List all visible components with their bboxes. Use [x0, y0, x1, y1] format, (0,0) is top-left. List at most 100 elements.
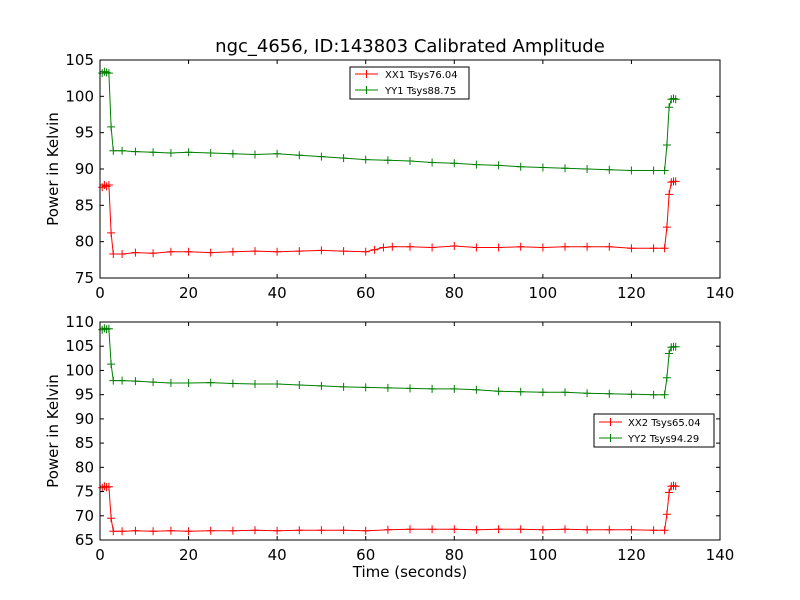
bottom-data-point — [494, 525, 503, 534]
top-data-point — [649, 166, 658, 175]
bottom-data-point — [228, 526, 237, 535]
bottom-data-point — [406, 525, 414, 534]
top-data-point — [406, 242, 414, 251]
bottom-x-tick-label: 40 — [268, 546, 287, 564]
top-data-point — [561, 164, 569, 173]
bottom-data-point — [383, 525, 392, 534]
top-data-point — [370, 245, 379, 254]
bottom-x-tick-label: 20 — [179, 546, 198, 564]
top-data-point — [379, 243, 388, 252]
top-data-point — [361, 247, 370, 256]
top-data-point — [339, 247, 348, 256]
top-x-tick-label: 100 — [529, 284, 558, 302]
top-data-point — [206, 149, 215, 157]
bottom-data-point — [627, 525, 636, 534]
top-data-point — [361, 155, 370, 164]
top-data-point — [339, 154, 348, 163]
top-data-point — [428, 158, 437, 167]
bottom-x-axis-label: Time (seconds) — [352, 563, 468, 581]
top-x-tick-label: 20 — [179, 284, 198, 302]
bottom-data-point — [662, 510, 671, 519]
top-x-tick-label: 40 — [268, 284, 287, 302]
bottom-data-point — [660, 526, 669, 535]
top-x-tick-label: 60 — [356, 284, 375, 302]
bottom-data-point — [104, 324, 113, 333]
bottom-data-point — [561, 388, 569, 397]
top-data-point — [605, 165, 614, 174]
bottom-data-point — [228, 379, 237, 388]
top-data-point — [251, 150, 259, 159]
top-data-point — [494, 243, 503, 252]
top-y-tick-label: 75 — [75, 269, 94, 287]
top-chart-title: ngc_4656, ID:143803 Calibrated Amplitude — [215, 36, 605, 57]
top-legend: XX1 Tsys76.04 YY1 Tsys88.75 — [349, 66, 470, 100]
top-data-point — [472, 243, 481, 252]
bottom-data-point — [184, 379, 193, 387]
top-y-tick-label: 80 — [75, 233, 94, 251]
bottom-data-point — [107, 514, 116, 523]
bottom-data-point — [538, 525, 547, 534]
bottom-x-tick-label: 100 — [529, 546, 558, 564]
bottom-data-point — [406, 384, 414, 393]
bottom-data-point — [149, 378, 158, 387]
bottom-x-tick-label: 0 — [95, 546, 105, 564]
top-data-point — [228, 247, 237, 256]
bottom-data-point — [583, 389, 592, 398]
top-data-point — [660, 244, 669, 253]
top-data-point — [450, 242, 459, 250]
legend-label-xx2: XX2 Tsys65.04 — [628, 418, 701, 429]
bottom-x-tick-label: 140 — [706, 546, 735, 564]
bottom-data-point — [149, 527, 158, 536]
bottom-y-tick-label: 65 — [75, 531, 94, 549]
top-data-point — [450, 159, 459, 168]
bottom-data-point — [131, 377, 140, 386]
top-y-axis-label: Power in Kelvin — [44, 112, 62, 226]
bottom-data-point — [649, 526, 658, 535]
top-data-point — [388, 242, 397, 251]
bottom-data-point — [516, 387, 525, 396]
bottom-data-point — [671, 342, 680, 351]
bottom-y-tick-label: 100 — [65, 361, 94, 379]
bottom-data-point — [428, 384, 437, 393]
bottom-data-point — [104, 482, 113, 491]
bottom-plot-area: 0 20 40 60 80 100 120 140 65 70 75 80 85 90 95 100 105 11… — [65, 313, 734, 564]
bottom-data-point — [627, 390, 636, 399]
top-data-point — [109, 146, 118, 155]
bottom-y-tick-label: 105 — [65, 337, 94, 355]
top-data-point — [383, 156, 392, 165]
top-data-point — [251, 247, 259, 256]
top-data-point — [295, 247, 304, 256]
bottom-data-point — [660, 390, 669, 399]
top-data-point — [627, 166, 636, 175]
bottom-y-tick-label: 70 — [75, 507, 94, 525]
top-data-point — [583, 165, 592, 173]
top-data-point — [472, 160, 481, 169]
bottom-data-point — [295, 381, 304, 389]
top-data-point — [662, 141, 671, 149]
top-x-tick-label: 140 — [706, 284, 735, 302]
top-x-tick-label: 0 — [95, 284, 105, 302]
bottom-data-point — [649, 390, 658, 399]
bottom-data-point — [428, 525, 437, 534]
bottom-data-point — [184, 527, 193, 536]
top-data-point — [317, 152, 326, 161]
bottom-data-point — [118, 376, 127, 385]
bottom-y-tick-label: 95 — [75, 386, 94, 404]
top-plot-area: 0 20 40 60 80 100 120 140 75 80 85 90 95 100 105 — [65, 51, 734, 302]
top-data-point — [494, 161, 503, 170]
bottom-legend-box — [593, 413, 715, 448]
top-data-point — [428, 243, 437, 252]
bottom-data-point — [118, 527, 127, 536]
bottom-data-point — [583, 525, 592, 534]
top-x-tick-label: 80 — [445, 284, 464, 302]
bottom-y-axis-label: Power in Kelvin — [44, 374, 62, 488]
top-data-point — [627, 244, 636, 253]
top-data-point — [538, 163, 547, 172]
bottom-data-point — [109, 527, 118, 536]
bottom-data-point — [665, 488, 674, 497]
bottom-data-point — [450, 384, 459, 393]
legend-label-yy2: YY2 Tsys94.29 — [627, 434, 699, 445]
top-data-point — [406, 157, 414, 165]
top-data-point — [671, 95, 680, 104]
